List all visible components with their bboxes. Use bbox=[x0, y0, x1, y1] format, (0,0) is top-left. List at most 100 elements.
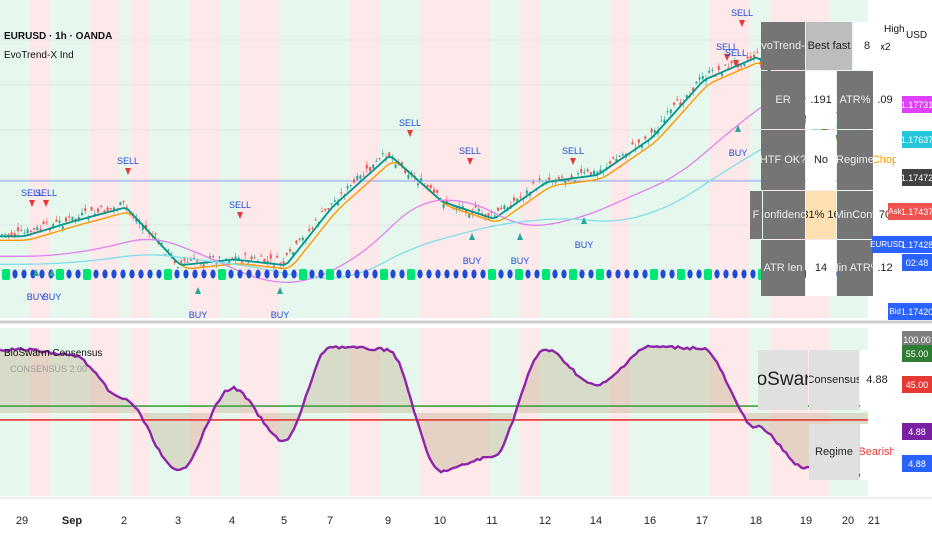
x-axis-label: 11 bbox=[486, 515, 497, 527]
signal-block-bull bbox=[650, 269, 658, 280]
candle-body bbox=[23, 232, 26, 234]
indicator-title[interactable]: EvoTrend-X Ind bbox=[4, 50, 74, 61]
signal-dot bbox=[624, 269, 630, 279]
price-label-bid: 1.17420 bbox=[901, 303, 932, 320]
candle-body bbox=[557, 177, 560, 180]
regime-band-upper bbox=[90, 0, 120, 318]
signal-dot bbox=[156, 269, 162, 279]
signal-dot bbox=[588, 269, 594, 279]
signal-dot bbox=[579, 269, 585, 279]
signal-dot bbox=[462, 269, 468, 279]
signal-dot bbox=[498, 269, 504, 279]
candle-body bbox=[269, 254, 272, 259]
er-label: ER bbox=[761, 71, 805, 129]
signal-block-bull bbox=[83, 269, 91, 280]
sell-arrow bbox=[739, 20, 745, 27]
candle-body bbox=[253, 257, 256, 259]
candle-body bbox=[289, 249, 291, 252]
candle-body bbox=[167, 249, 170, 252]
candle-body bbox=[241, 261, 243, 263]
sell-label: SELL bbox=[716, 42, 738, 52]
candle-body bbox=[740, 65, 743, 67]
candle-body bbox=[570, 175, 573, 180]
candle-body bbox=[724, 64, 727, 66]
candle-body bbox=[308, 229, 311, 232]
candle-body bbox=[436, 190, 439, 193]
candle-body bbox=[465, 209, 467, 214]
candle-body bbox=[90, 206, 93, 211]
candle-body bbox=[340, 192, 343, 194]
consensus-line bbox=[0, 344, 868, 479]
candle-body bbox=[276, 256, 279, 258]
sell-arrow bbox=[43, 200, 49, 207]
signal-block-bull bbox=[596, 269, 604, 280]
signal-dot bbox=[345, 269, 351, 279]
buy-label: BUY bbox=[511, 256, 530, 266]
buy-arrow bbox=[517, 233, 523, 240]
candle-body bbox=[525, 190, 528, 194]
candle-body bbox=[202, 264, 205, 268]
symbol-tag: EURUSD bbox=[870, 236, 904, 253]
candle-body bbox=[298, 238, 301, 240]
regime-band-upper bbox=[50, 0, 90, 318]
candle-body bbox=[404, 169, 407, 174]
candle-body bbox=[333, 200, 336, 202]
candle-body bbox=[631, 142, 634, 145]
candle-body bbox=[717, 65, 720, 70]
f-label: F bbox=[750, 191, 762, 239]
signal-dot bbox=[138, 269, 144, 279]
price-label-last: 1.17472 bbox=[901, 169, 932, 186]
candle-body bbox=[119, 202, 122, 206]
x-axis-label: 4 bbox=[229, 515, 235, 527]
signal-block-bull bbox=[677, 269, 685, 280]
candle-body bbox=[615, 159, 618, 163]
candle-body bbox=[26, 229, 29, 234]
candle-body bbox=[583, 171, 586, 173]
bioswarm-brand: BioSwarm bbox=[758, 350, 808, 410]
regime-band-lower bbox=[220, 328, 240, 496]
candle-body bbox=[74, 218, 77, 220]
candle-body bbox=[593, 170, 595, 175]
sell-arrow bbox=[733, 60, 739, 67]
signal-dot bbox=[732, 269, 738, 279]
x-axis-label: Sep bbox=[62, 515, 82, 527]
candle-body bbox=[20, 230, 23, 232]
candle-body bbox=[388, 152, 391, 157]
candle-body bbox=[743, 63, 746, 66]
regime-band-upper bbox=[520, 0, 540, 318]
signal-dot bbox=[642, 269, 648, 279]
candle-body bbox=[122, 200, 125, 203]
candle-body bbox=[7, 234, 10, 236]
candle-body bbox=[36, 227, 39, 231]
signal-dot bbox=[255, 269, 261, 279]
signal-dot bbox=[228, 269, 234, 279]
signal-dot bbox=[750, 269, 756, 279]
high-label[interactable]: High bbox=[884, 24, 905, 35]
candle-body bbox=[561, 176, 563, 178]
candle-body bbox=[685, 95, 688, 98]
candle-body bbox=[189, 258, 192, 261]
candle-body bbox=[477, 208, 480, 212]
currency-label[interactable]: USD bbox=[906, 30, 928, 41]
signal-dot bbox=[309, 269, 315, 279]
price-label-ma200: 1.17637 bbox=[901, 131, 932, 148]
atr-pct-value: .09 bbox=[874, 71, 896, 129]
min-conf-label: MinConf bbox=[837, 191, 873, 239]
oscillator-title[interactable]: BioSwarm Consensus bbox=[4, 348, 103, 359]
candle-body bbox=[612, 157, 615, 159]
regime-panel-label: Regime bbox=[809, 424, 859, 480]
x-axis-label: 3 bbox=[175, 515, 181, 527]
candle-body bbox=[10, 232, 13, 236]
candle-body bbox=[39, 228, 42, 230]
regime-band-lower bbox=[610, 328, 630, 496]
candle-body bbox=[426, 185, 429, 188]
candle-body bbox=[161, 243, 163, 245]
candle-body bbox=[141, 225, 144, 230]
candle-body bbox=[260, 255, 263, 257]
buy-label: BUY bbox=[27, 292, 46, 302]
candle-body bbox=[599, 169, 602, 174]
candle-body bbox=[653, 130, 656, 133]
candle-body bbox=[231, 257, 234, 259]
stats-title: EvoTrend-X bbox=[761, 22, 805, 70]
symbol-title[interactable]: EURUSD · 1h · OANDA bbox=[4, 31, 113, 42]
